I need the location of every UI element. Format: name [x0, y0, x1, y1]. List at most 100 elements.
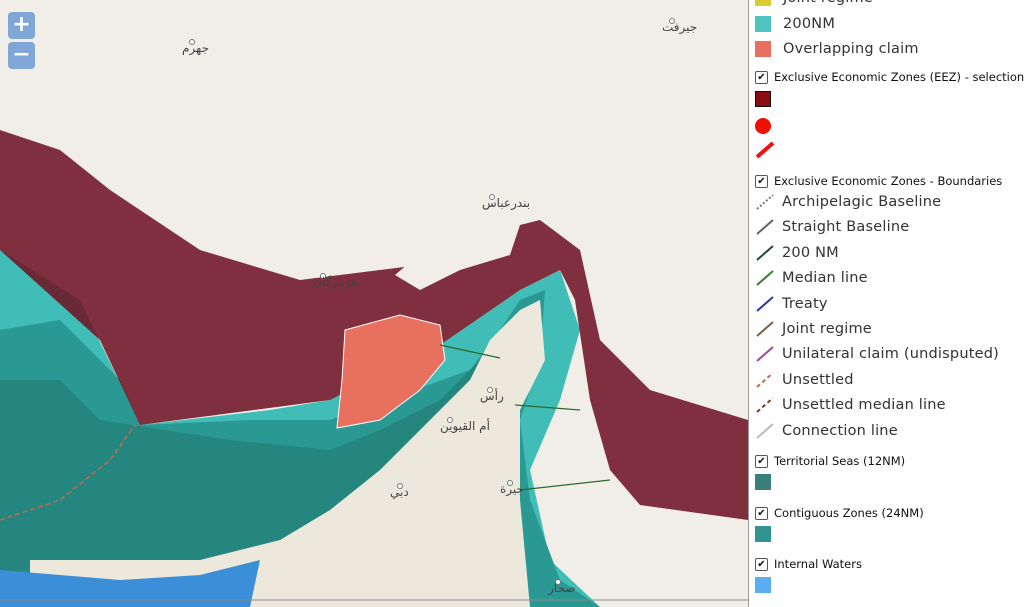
place-label: رأس — [480, 388, 504, 404]
legend-section-title: Exclusive Economic Zones - Boundaries — [774, 174, 1003, 188]
legend-label: Unilateral claim (undisputed) — [782, 346, 999, 363]
legend-row — [755, 118, 783, 134]
legend-row — [755, 91, 783, 107]
place-label: صحار — [547, 581, 575, 596]
legend-section-title: Exclusive Economic Zones (EEZ) - selecti… — [774, 70, 1024, 84]
place-dot — [320, 273, 326, 279]
legend-panel: Joint regime 200NM Overlapping claim ✔ Exclu… — [748, 0, 1024, 607]
legend-row: Unsettled — [755, 371, 854, 389]
zoom-out-button[interactable]: − — [8, 42, 35, 69]
qeshm-island — [395, 225, 520, 290]
place-dot — [447, 417, 453, 423]
legend-label: Archipelagic Baseline — [782, 194, 942, 210]
legend-swatch — [755, 91, 771, 107]
legend-row — [755, 577, 783, 593]
legend-row: ✔ Exclusive Economic Zones - Boundaries — [755, 174, 1002, 188]
line-symbol — [756, 219, 774, 236]
legend-row: Median line — [755, 269, 868, 287]
legend-row — [755, 474, 783, 490]
median-line — [439, 344, 611, 491]
legend-swatch — [755, 474, 771, 490]
line-symbol — [756, 194, 774, 210]
place-label: جهرم — [182, 41, 209, 56]
uae-land — [30, 300, 545, 607]
legend-row: Joint regime — [755, 0, 873, 6]
place-dot — [189, 39, 195, 45]
legend-row: Straight Baseline — [755, 218, 909, 236]
place-dot — [555, 579, 561, 585]
legend-row: ✔ Contiguous Zones (24NM) — [755, 506, 924, 520]
legend-label: Joint regime — [783, 0, 873, 6]
line-symbol — [755, 141, 775, 159]
legend-label: Connection line — [782, 422, 898, 439]
legend-line — [756, 245, 774, 261]
place-dot — [489, 194, 495, 200]
legend-row: ✔ Internal Waters — [755, 557, 862, 571]
place-dot — [507, 480, 513, 486]
legend-line — [756, 397, 774, 413]
line-symbol — [756, 422, 774, 439]
legend-swatch — [755, 15, 771, 32]
legend-row: Connection line — [755, 422, 898, 440]
place-label: هرمزگان — [313, 275, 357, 290]
line-symbol — [756, 270, 774, 286]
checkbox[interactable]: ✔ — [755, 454, 768, 468]
legend-row: Treaty — [755, 295, 828, 313]
legend-swatch — [755, 526, 771, 542]
legend-swatch — [755, 118, 771, 134]
line-symbol — [756, 245, 774, 261]
legend-line — [756, 270, 774, 286]
legend-label: Joint regime — [782, 321, 872, 337]
zoom-in-button[interactable]: + — [8, 12, 35, 39]
legend-row: Overlapping claim — [755, 41, 919, 57]
legend-label: Unsettled median line — [782, 397, 946, 414]
legend-label: Median line — [782, 270, 868, 287]
legend-section-title: Territorial Seas (12NM) — [774, 454, 906, 468]
legend-section-title: Contiguous Zones (24NM) — [774, 506, 924, 520]
legend-section-title: Internal Waters — [774, 557, 862, 571]
place-label: بندرعباس — [482, 196, 530, 211]
map: جهرم جيرفت بندرعباس هرمزگان رأس أم القيوين دبي… — [0, 18, 748, 607]
checkbox[interactable]: ✔ — [755, 174, 768, 188]
legend-row: Unsettled median line — [755, 396, 946, 414]
line-symbol — [756, 321, 774, 337]
legend-row: 200NM — [755, 15, 836, 32]
legend-row: ✔ Territorial Seas (12NM) — [755, 454, 905, 468]
legend-label: Treaty — [782, 295, 828, 312]
legend-row — [755, 141, 782, 159]
legend-line — [756, 219, 774, 236]
checkbox[interactable]: ✔ — [755, 557, 768, 571]
place-label: جيرة — [500, 482, 524, 497]
overlapping-claim — [336, 314, 446, 429]
legend-line — [756, 372, 774, 388]
line-symbol — [756, 346, 774, 363]
place-label: أم القيوين — [440, 418, 490, 434]
legend-line — [755, 141, 775, 159]
line-symbol — [756, 397, 774, 413]
legend-line — [756, 194, 774, 210]
legend-swatch — [755, 41, 771, 57]
legend-label: Straight Baseline — [782, 219, 910, 236]
checkbox[interactable]: ✔ — [755, 70, 768, 84]
unsettled-boundary — [0, 424, 136, 521]
internal-waters — [0, 560, 260, 607]
place-label: دبي — [390, 485, 409, 499]
legend-line — [756, 321, 774, 337]
line-symbol — [756, 295, 774, 312]
place-dot — [487, 387, 493, 393]
legend-label: 200NM — [783, 15, 836, 32]
legend-swatch — [755, 577, 771, 593]
checkbox[interactable]: ✔ — [755, 506, 768, 520]
legend-row: Unilateral claim (undisputed) — [755, 345, 999, 363]
legend-row: 200 NM — [755, 244, 839, 262]
legend-line — [756, 346, 774, 363]
place-dot — [397, 483, 403, 489]
place-dot — [669, 18, 675, 24]
legend-row — [755, 526, 783, 542]
legend-label: Overlapping claim — [783, 41, 919, 57]
legend-row: Joint regime — [755, 320, 872, 338]
line-symbol — [756, 372, 774, 388]
legend-label: Unsettled — [782, 371, 854, 388]
legend-label: 200 NM — [782, 244, 839, 261]
